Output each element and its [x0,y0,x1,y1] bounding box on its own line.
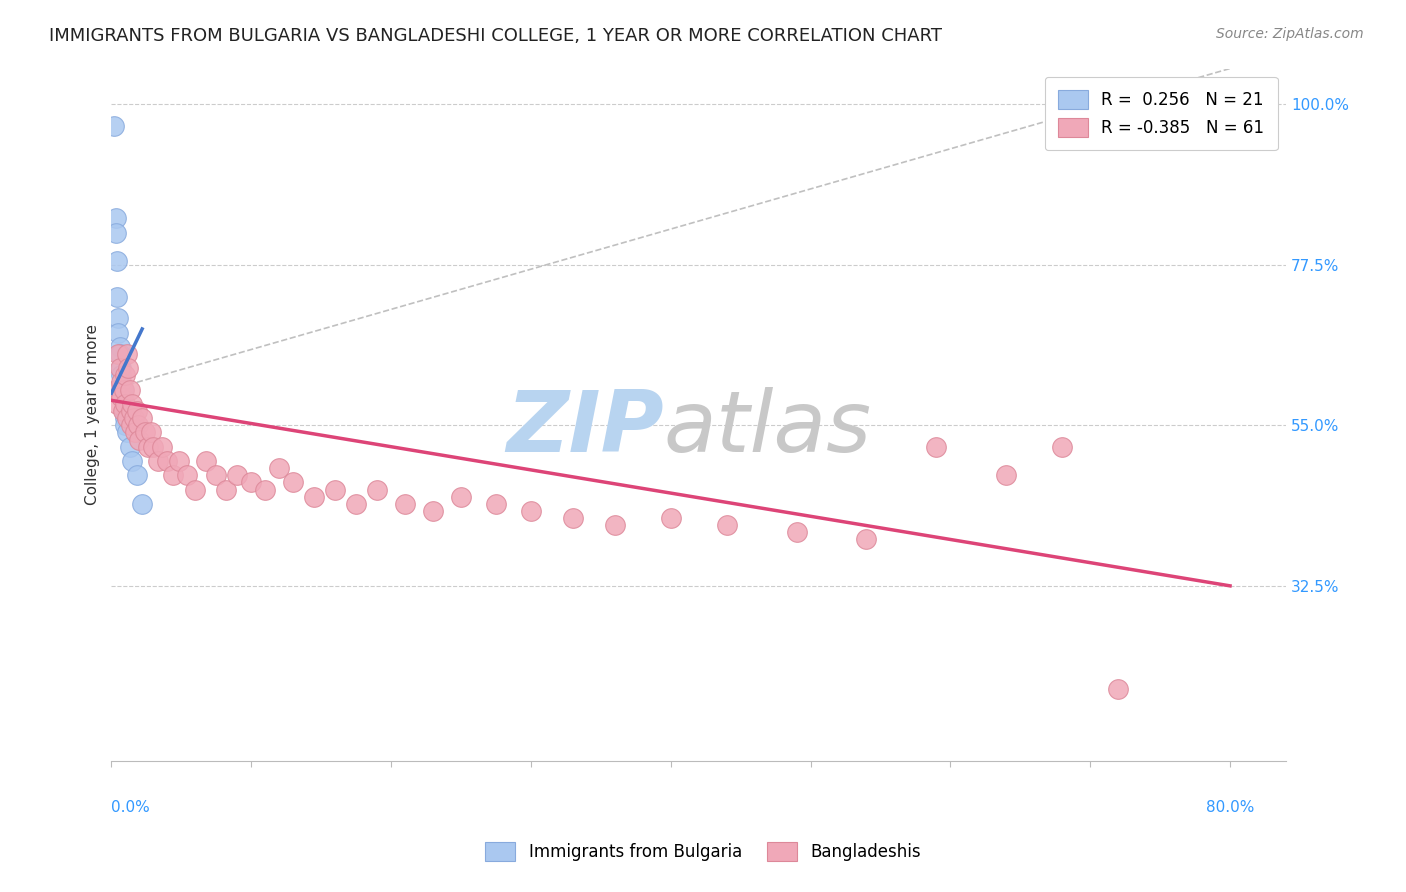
Point [105,397,128,411]
Point [150,440,173,454]
Point [114,397,136,411]
Point [104,226,127,240]
Point [117,361,139,376]
Point [240,475,263,490]
Point [142,440,165,454]
Point [107,311,129,326]
Point [1052,440,1074,454]
Point [110,390,132,404]
Point [995,468,1018,483]
Point [205,468,228,483]
Point [603,518,626,533]
Text: atlas: atlas [664,387,872,470]
Point [111,390,134,404]
Point [139,425,162,440]
Point [122,411,145,425]
Point [110,361,132,376]
Point [120,404,142,418]
Point [855,533,877,547]
Point [110,376,132,390]
Point [111,404,134,418]
Point [925,440,948,454]
Text: ZIP: ZIP [506,387,664,470]
Point [120,418,142,433]
Point [344,497,367,511]
Point [215,483,238,497]
Text: 0.0%: 0.0% [111,799,150,814]
Point [156,454,179,468]
Legend: Immigrants from Bulgaria, Bangladeshis: Immigrants from Bulgaria, Bangladeshis [472,829,934,875]
Legend: R =  0.256   N = 21, R = -0.385   N = 61: R = 0.256 N = 21, R = -0.385 N = 61 [1045,77,1278,151]
Point [195,454,218,468]
Point [716,518,738,533]
Point [422,504,444,518]
Point [125,404,148,418]
Point [111,383,134,397]
Point [1107,682,1129,697]
Point [121,397,143,411]
Point [786,525,808,540]
Point [114,368,136,383]
Point [108,361,131,376]
Point [394,497,416,511]
Point [105,290,128,304]
Point [115,411,138,425]
Point [561,511,583,525]
Point [118,383,141,397]
Point [124,425,146,440]
Point [115,347,138,361]
Point [485,497,508,511]
Point [520,504,543,518]
Y-axis label: College, 1 year or more: College, 1 year or more [86,324,100,505]
Text: IMMIGRANTS FROM BULGARIA VS BANGLADESHI COLLEGE, 1 YEAR OR MORE CORRELATION CHAR: IMMIGRANTS FROM BULGARIA VS BANGLADESHI … [49,27,942,45]
Point [114,418,136,433]
Point [167,454,190,468]
Point [112,383,135,397]
Point [184,483,207,497]
Point [176,468,198,483]
Point [125,468,148,483]
Point [107,326,129,340]
Text: Source: ZipAtlas.com: Source: ZipAtlas.com [1216,27,1364,41]
Point [450,490,472,504]
Point [366,483,388,497]
Point [110,368,132,383]
Point [105,254,128,268]
Point [134,425,156,440]
Point [127,418,149,433]
Point [659,511,682,525]
Point [128,433,150,447]
Point [104,211,127,226]
Point [104,383,127,397]
Point [121,454,143,468]
Point [323,483,346,497]
Point [112,404,135,418]
Point [103,119,125,133]
Point [254,483,277,497]
Point [283,475,305,490]
Point [108,347,131,361]
Point [146,454,169,468]
Point [269,461,291,475]
Point [302,490,325,504]
Point [136,440,159,454]
Point [131,411,153,425]
Text: 80.0%: 80.0% [1206,799,1254,814]
Point [114,411,136,425]
Point [226,468,249,483]
Point [162,468,184,483]
Point [131,497,153,511]
Point [108,340,131,354]
Point [115,425,138,440]
Point [118,440,141,454]
Point [107,347,129,361]
